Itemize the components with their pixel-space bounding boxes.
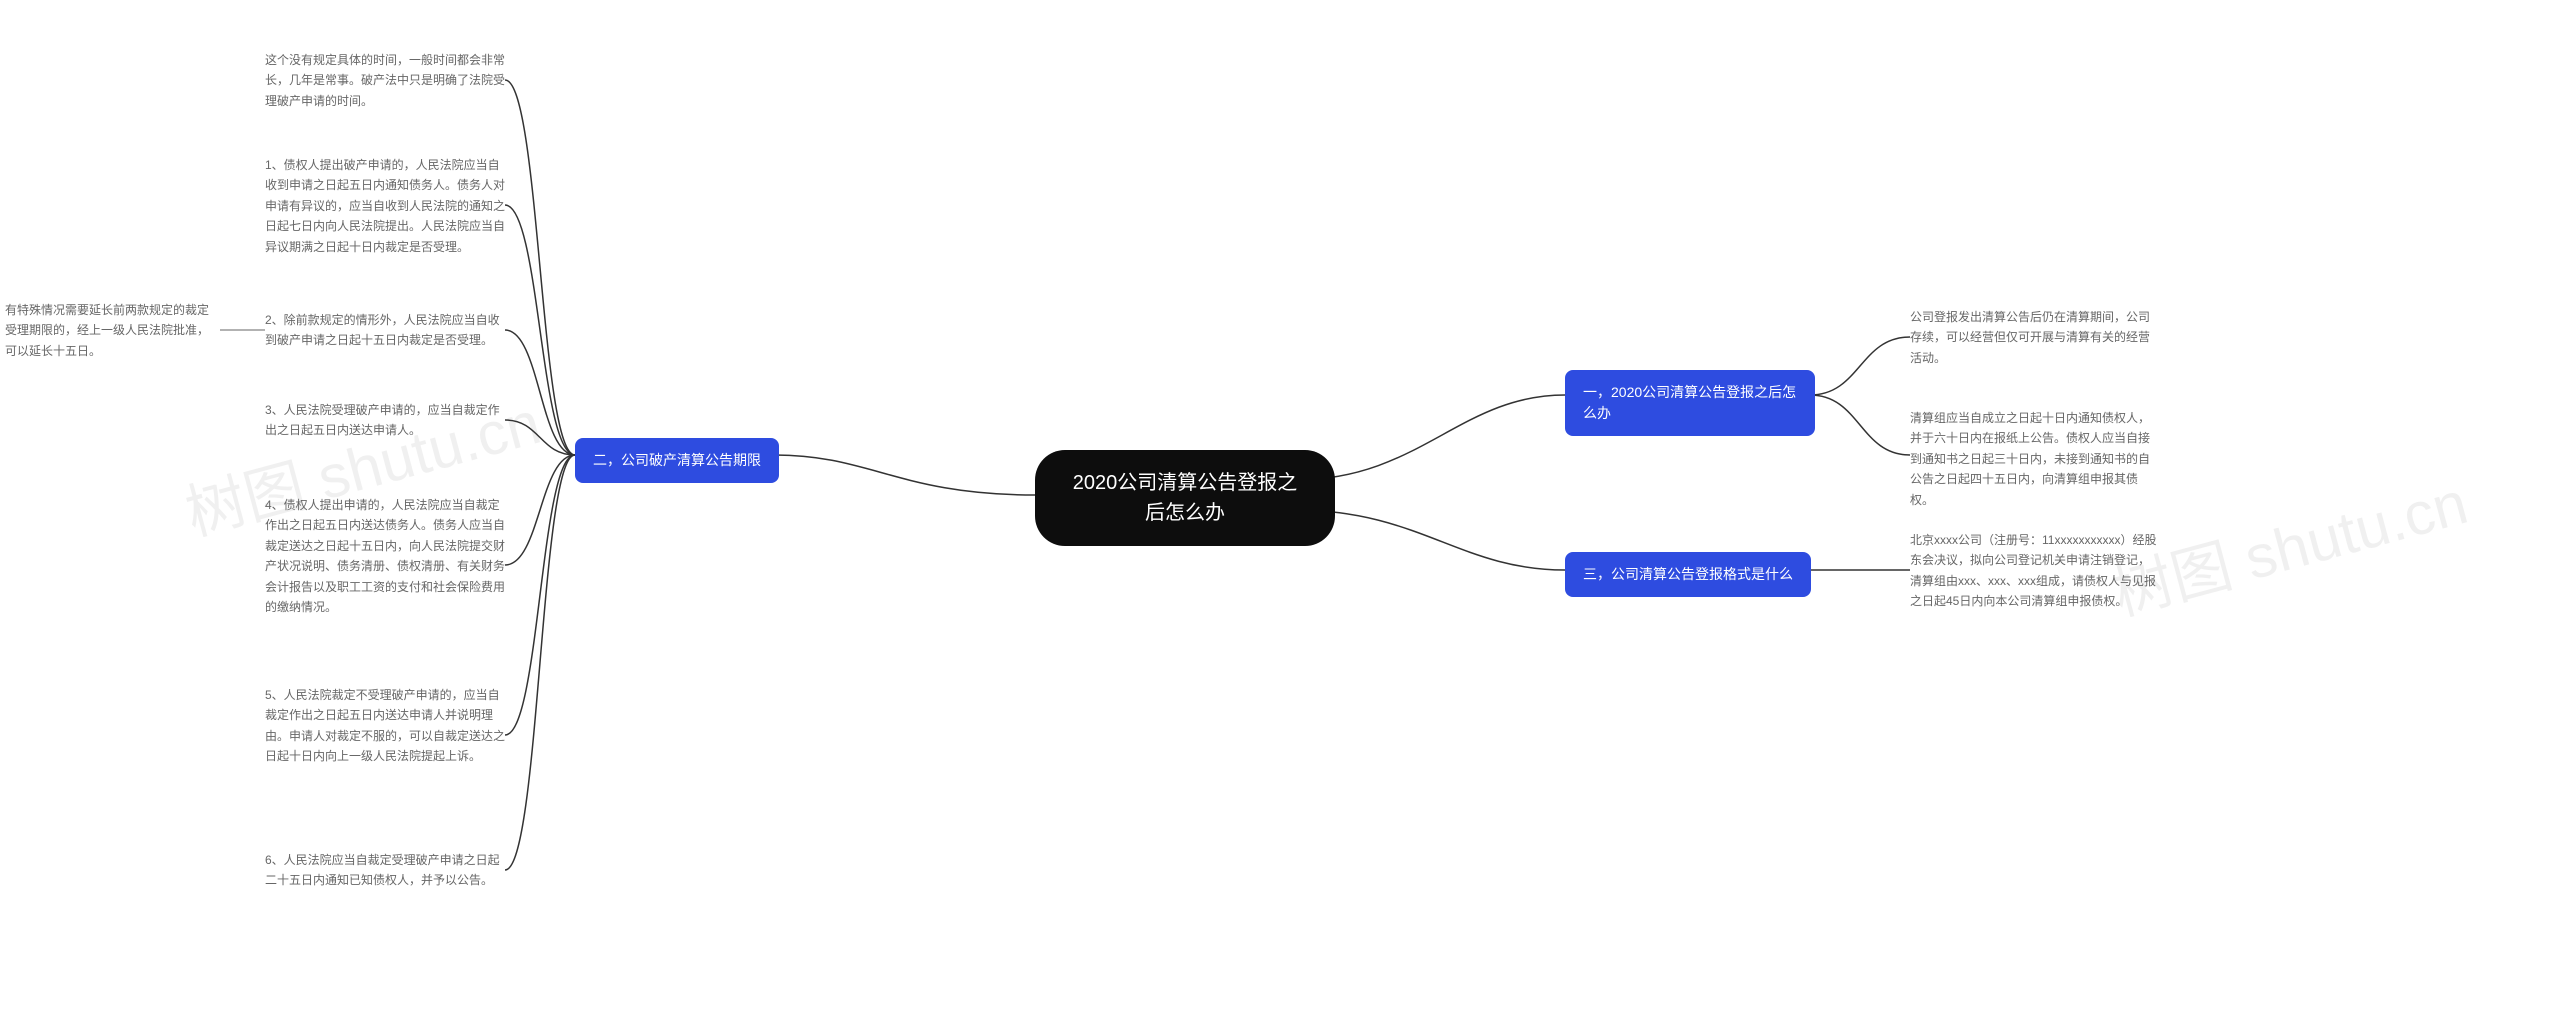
leaf-text: 这个没有规定具体的时间，一般时间都会非常长，几年是常事。破产法中只是明确了法院受…: [265, 53, 505, 108]
branch-node-right-0[interactable]: 一，2020公司清算公告登报之后怎么办: [1565, 370, 1815, 436]
leaf-text: 4、债权人提出申请的，人民法院应当自裁定作出之日起五日内送达债务人。债务人应当自…: [265, 498, 505, 614]
leaf-node: 3、人民法院受理破产申请的，应当自裁定作出之日起五日内送达申请人。: [265, 400, 505, 441]
leaf-node: 2、除前款规定的情形外，人民法院应当自收到破产申请之日起十五日内裁定是否受理。: [265, 310, 505, 351]
leaf-node: 北京xxxx公司（注册号：11xxxxxxxxxxx）经股东会决议，拟向公司登记…: [1910, 530, 2160, 612]
branch-label: 三，公司清算公告登报格式是什么: [1583, 566, 1793, 582]
root-node[interactable]: 2020公司清算公告登报之后怎么办: [1035, 450, 1335, 546]
leaf-text: 5、人民法院裁定不受理破产申请的，应当自裁定作出之日起五日内送达申请人并说明理由…: [265, 688, 505, 763]
branch-node-right-1[interactable]: 三，公司清算公告登报格式是什么: [1565, 552, 1811, 597]
leaf-node: 这个没有规定具体的时间，一般时间都会非常长，几年是常事。破产法中只是明确了法院受…: [265, 50, 505, 111]
root-text: 2020公司清算公告登报之后怎么办: [1073, 472, 1298, 524]
leaf-node: 6、人民法院应当自裁定受理破产申请之日起二十五日内通知已知债权人，并予以公告。: [265, 850, 505, 891]
leaf-node: 4、债权人提出申请的，人民法院应当自裁定作出之日起五日内送达债务人。债务人应当自…: [265, 495, 505, 617]
branch-node-left-0[interactable]: 二，公司破产清算公告期限: [575, 438, 779, 483]
leaf-text: 2、除前款规定的情形外，人民法院应当自收到破产申请之日起十五日内裁定是否受理。: [265, 313, 500, 347]
leaf-node: 5、人民法院裁定不受理破产申请的，应当自裁定作出之日起五日内送达申请人并说明理由…: [265, 685, 505, 767]
mindmap-container: 树图 shutu.cn 树图 shutu.cn 2020公司清算公告登报之后怎么…: [0, 0, 2560, 1032]
leaf-text: 有特殊情况需要延长前两款规定的裁定受理期限的，经上一级人民法院批准，可以延长十五…: [5, 303, 209, 358]
leaf-text: 公司登报发出清算公告后仍在清算期间，公司存续，可以经营但仅可开展与清算有关的经营…: [1910, 310, 2150, 365]
leaf-text: 6、人民法院应当自裁定受理破产申请之日起二十五日内通知已知债权人，并予以公告。: [265, 853, 500, 887]
leaf-text: 3、人民法院受理破产申请的，应当自裁定作出之日起五日内送达申请人。: [265, 403, 500, 437]
branch-label: 一，2020公司清算公告登报之后怎么办: [1583, 384, 1796, 421]
leaf-node: 1、债权人提出破产申请的，人民法院应当自收到申请之日起五日内通知债务人。债务人对…: [265, 155, 505, 257]
leaf-text: 清算组应当自成立之日起十日内通知债权人，并于六十日内在报纸上公告。债权人应当自接…: [1910, 411, 2150, 507]
leaf-sub-node: 有特殊情况需要延长前两款规定的裁定受理期限的，经上一级人民法院批准，可以延长十五…: [5, 300, 220, 361]
leaf-node: 清算组应当自成立之日起十日内通知债权人，并于六十日内在报纸上公告。债权人应当自接…: [1910, 408, 2160, 510]
leaf-node: 公司登报发出清算公告后仍在清算期间，公司存续，可以经营但仅可开展与清算有关的经营…: [1910, 307, 2160, 368]
leaf-text: 1、债权人提出破产申请的，人民法院应当自收到申请之日起五日内通知债务人。债务人对…: [265, 158, 505, 254]
branch-label: 二，公司破产清算公告期限: [593, 452, 761, 468]
leaf-text: 北京xxxx公司（注册号：11xxxxxxxxxxx）经股东会决议，拟向公司登记…: [1910, 533, 2156, 608]
